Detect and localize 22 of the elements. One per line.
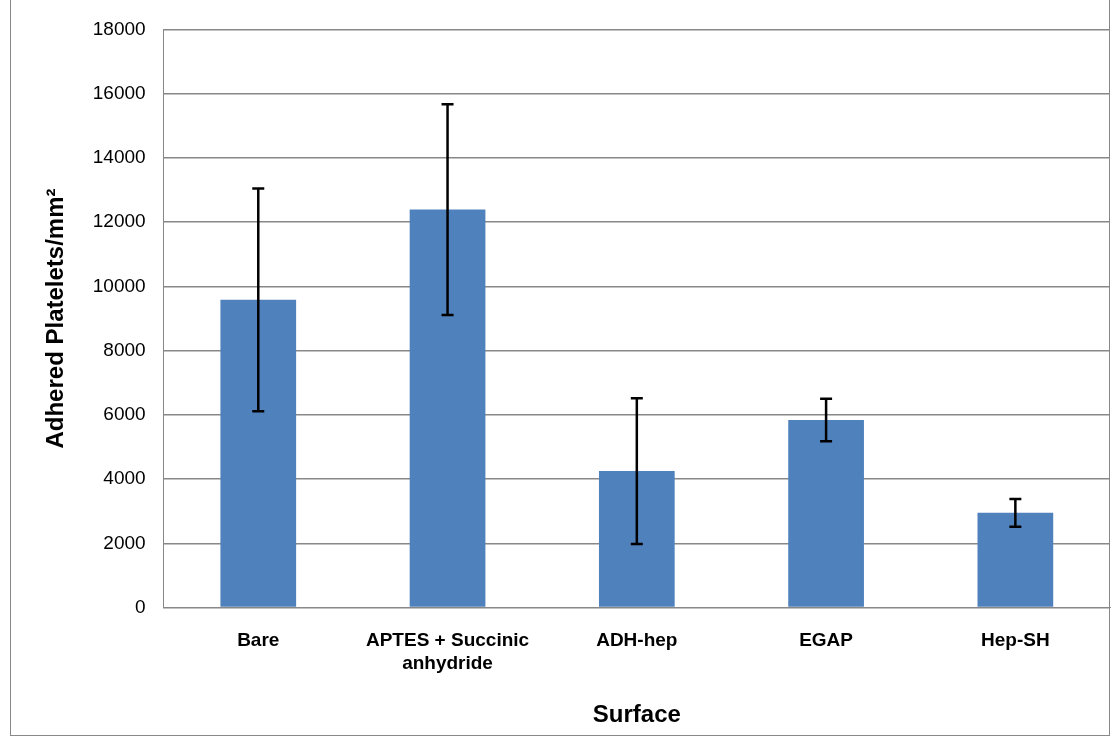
y-axis-title: Adhered Platelets/mm² <box>41 188 69 449</box>
x-axis-title: Surface <box>592 700 681 728</box>
x-tick-label: Hep-SH <box>981 629 1050 651</box>
x-tick-label: APTES + Succinic anhydride <box>365 629 530 674</box>
y-tick-label: 6000 <box>103 403 146 425</box>
bar <box>977 512 1054 607</box>
x-tick-label: Bare <box>237 629 280 651</box>
y-tick-label: 2000 <box>103 531 146 553</box>
y-tick-label: 4000 <box>103 467 146 489</box>
y-tick-label: 14000 <box>92 146 146 168</box>
y-tick-label: 0 <box>135 595 146 617</box>
y-tick-label: 16000 <box>92 81 146 103</box>
x-tick-label: EGAP <box>799 629 854 651</box>
bar <box>598 471 675 607</box>
y-tick-label: 10000 <box>92 274 146 296</box>
y-tick-label: 8000 <box>103 338 146 360</box>
bar <box>409 209 486 607</box>
x-tick-label: ADH-hep <box>596 629 678 651</box>
y-tick-label: 12000 <box>92 210 146 232</box>
bar <box>788 420 864 607</box>
y-tick-label: 18000 <box>92 17 146 39</box>
bar <box>220 299 297 607</box>
